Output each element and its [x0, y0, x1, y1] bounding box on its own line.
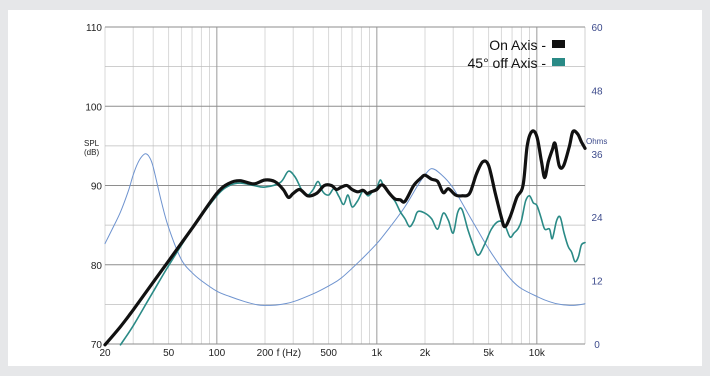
impedance-line [104, 153, 586, 306]
legend-swatch-off-axis [552, 58, 565, 66]
y2-axis-title: Ohms [586, 137, 607, 146]
frequency-response-chart: 70 80 90 100 110 0 12 24 36 48 60 20 50 100 200 f (Hz) 5… [84, 23, 607, 359]
x-tick-label: 50 [163, 348, 175, 359]
y-tick-label: 110 [86, 23, 102, 34]
x-tick-label: 20 [99, 348, 111, 359]
y2-tick-label: 12 [591, 277, 603, 288]
y-tick-label: 90 [91, 182, 103, 193]
x-tick-label: 100 [208, 348, 225, 359]
legend-label-off-axis: 45° off Axis - [468, 55, 547, 71]
y2-tick-label: 24 [591, 213, 603, 224]
legend: On Axis - 45° off Axis - [468, 37, 565, 71]
y-axis-title-line2: (dB) [84, 148, 99, 157]
x-tick-label: 10k [529, 348, 546, 359]
legend-label-on-axis: On Axis - [489, 37, 546, 53]
x-tick-label: 500 [320, 348, 337, 359]
x-tick-label: 2k [420, 348, 432, 359]
y2-tick-label: 0 [594, 340, 600, 351]
y-tick-label: 100 [85, 102, 102, 113]
legend-swatch-on-axis [552, 40, 565, 48]
y2-tick-label: 48 [591, 86, 603, 97]
series-layer [103, 129, 587, 347]
y2-tick-label: 36 [591, 150, 603, 161]
x-tick-label: 5k [483, 348, 495, 359]
y2-tick-label: 60 [591, 23, 603, 34]
off-axis-45-line [119, 170, 586, 346]
x-tick-label: 200 [257, 348, 274, 359]
on-axis-line [103, 129, 587, 347]
y-tick-label: 80 [91, 261, 103, 272]
y-axis-title-line1: SPL [84, 139, 100, 148]
tick-labels: 70 80 90 100 110 0 12 24 36 48 60 20 50 100 200 f (Hz) 5… [85, 23, 603, 359]
x-tick-label: 1k [372, 348, 384, 359]
y-tick-label: 70 [91, 340, 103, 351]
chart-panel: 70 80 90 100 110 0 12 24 36 48 60 20 50 100 200 f (Hz) 5… [8, 10, 702, 366]
x-axis-title: f (Hz) [277, 348, 301, 359]
major-grid [105, 26, 585, 345]
